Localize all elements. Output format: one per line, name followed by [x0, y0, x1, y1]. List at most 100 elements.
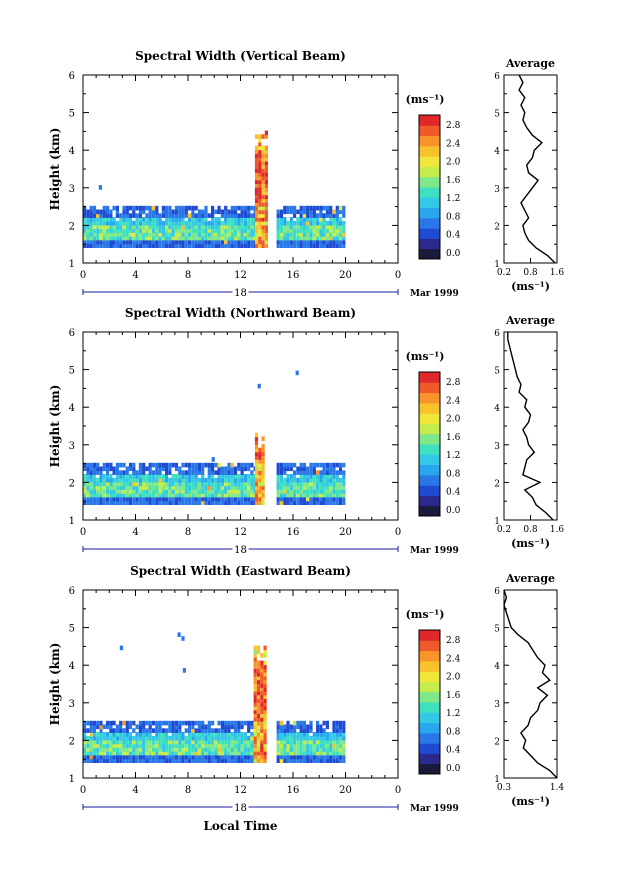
heatmap-cell	[142, 758, 146, 763]
spike-cell	[258, 235, 262, 241]
heatmap-cell	[148, 739, 152, 745]
spike-cell	[263, 750, 267, 756]
heatmap-cell	[109, 485, 113, 490]
heatmap-cell	[135, 232, 139, 237]
heatmap-cell	[325, 743, 329, 748]
heatmap-cell	[306, 243, 310, 248]
heatmap-cell	[148, 224, 152, 230]
heatmap-cell	[204, 500, 208, 505]
spike-cell	[263, 743, 267, 748]
heatmap-cell	[329, 735, 333, 741]
heatmap-cell	[119, 485, 123, 490]
heatmap-cell	[302, 743, 306, 748]
spike-cell	[254, 183, 259, 188]
heatmap-cell	[224, 243, 228, 248]
heatmap-cell	[138, 205, 142, 211]
heatmap-cell	[279, 735, 284, 741]
heatmap-cell	[299, 235, 303, 241]
heatmap-cell	[319, 239, 323, 245]
heatmap-cell	[276, 462, 280, 468]
heatmap-cell	[240, 485, 244, 490]
heatmap-cell	[142, 232, 146, 237]
heatmap-cell	[227, 747, 231, 752]
heatmap-cell	[158, 217, 162, 222]
heatmap-cell	[312, 732, 316, 737]
heatmap-cell	[204, 462, 208, 468]
heatmap-cell	[224, 466, 228, 472]
heatmap-cell	[335, 758, 339, 763]
heatmap-cell	[279, 728, 284, 733]
y-tick-label: 3	[69, 699, 75, 710]
heatmap-cell	[237, 481, 241, 487]
heatmap-cell	[302, 470, 306, 475]
heatmap-cell	[296, 477, 300, 483]
heatmap-cell	[289, 239, 293, 245]
chart-title: Spectral Width (Eastward Beam)	[130, 564, 351, 578]
heatmap-cell	[286, 481, 290, 487]
heatmap-cell	[89, 732, 93, 737]
heatmap-cell	[293, 750, 297, 756]
heatmap-cell	[240, 500, 244, 505]
heatmap-cell	[174, 239, 179, 245]
heatmap-cell	[151, 470, 156, 475]
heatmap-cell	[201, 492, 205, 498]
spike-cell	[253, 675, 257, 681]
heatmap-cell	[165, 747, 169, 752]
heatmap-cell	[181, 747, 185, 752]
heatmap-cell	[279, 477, 284, 483]
heatmap-cell	[181, 213, 185, 218]
spike-cell	[253, 724, 257, 730]
heatmap-cell	[191, 213, 195, 218]
heatmap-cell	[279, 489, 284, 494]
colorbar-tick-label: 1.2	[446, 709, 460, 719]
colorbar-unit: (ms⁻¹)	[406, 93, 445, 106]
heatmap-cell	[96, 235, 100, 241]
spike-cell	[263, 645, 267, 651]
heatmap-cell	[230, 224, 234, 230]
heatmap-cell	[135, 243, 139, 248]
spike-cell	[254, 477, 259, 483]
spike-cell	[254, 179, 259, 184]
heatmap-cell	[224, 496, 228, 502]
heatmap-cell	[322, 747, 326, 752]
heatmap-cell	[230, 485, 234, 490]
heatmap-cell	[283, 228, 287, 233]
heatmap-cell	[161, 481, 165, 487]
heatmap-cell	[125, 739, 129, 745]
heatmap-cell	[240, 474, 244, 479]
heatmap-cell	[188, 496, 192, 502]
heatmap-cell	[145, 243, 149, 248]
heatmap-cell	[276, 481, 280, 487]
heatmap-cell	[158, 466, 162, 472]
heatmap-cell	[319, 220, 323, 226]
heatmap-cell	[86, 235, 90, 241]
heatmap-cell	[188, 224, 192, 230]
heatmap-cell	[86, 477, 90, 483]
heatmap-cell	[306, 481, 310, 487]
heatmap-cell	[322, 470, 326, 475]
spike-cell	[258, 455, 262, 460]
heatmap-cell	[142, 481, 146, 487]
heatmap-cell	[161, 474, 165, 479]
spike-cell	[264, 160, 268, 166]
heatmap-cell	[309, 720, 313, 726]
heatmap-cell	[342, 485, 346, 490]
heatmap-cell	[125, 724, 129, 730]
heatmap-cell	[342, 735, 346, 741]
spike-cell	[253, 664, 257, 669]
heatmap-cell	[132, 239, 136, 245]
heatmap-cell	[302, 492, 306, 498]
heatmap-cell	[83, 239, 87, 245]
heatmap-cell	[211, 492, 215, 498]
spike-cell	[253, 683, 257, 688]
heatmap-cell	[155, 217, 159, 222]
heatmap-cell	[286, 243, 290, 248]
heatmap-cell	[122, 232, 126, 237]
heatmap-cell	[142, 720, 146, 726]
heatmap-cell	[168, 224, 172, 230]
heatmap-cell	[332, 217, 336, 222]
heatmap-cell	[122, 220, 126, 226]
heatmap-cell	[286, 728, 290, 733]
heatmap-cell	[279, 209, 284, 215]
heatmap-cell	[342, 235, 346, 241]
